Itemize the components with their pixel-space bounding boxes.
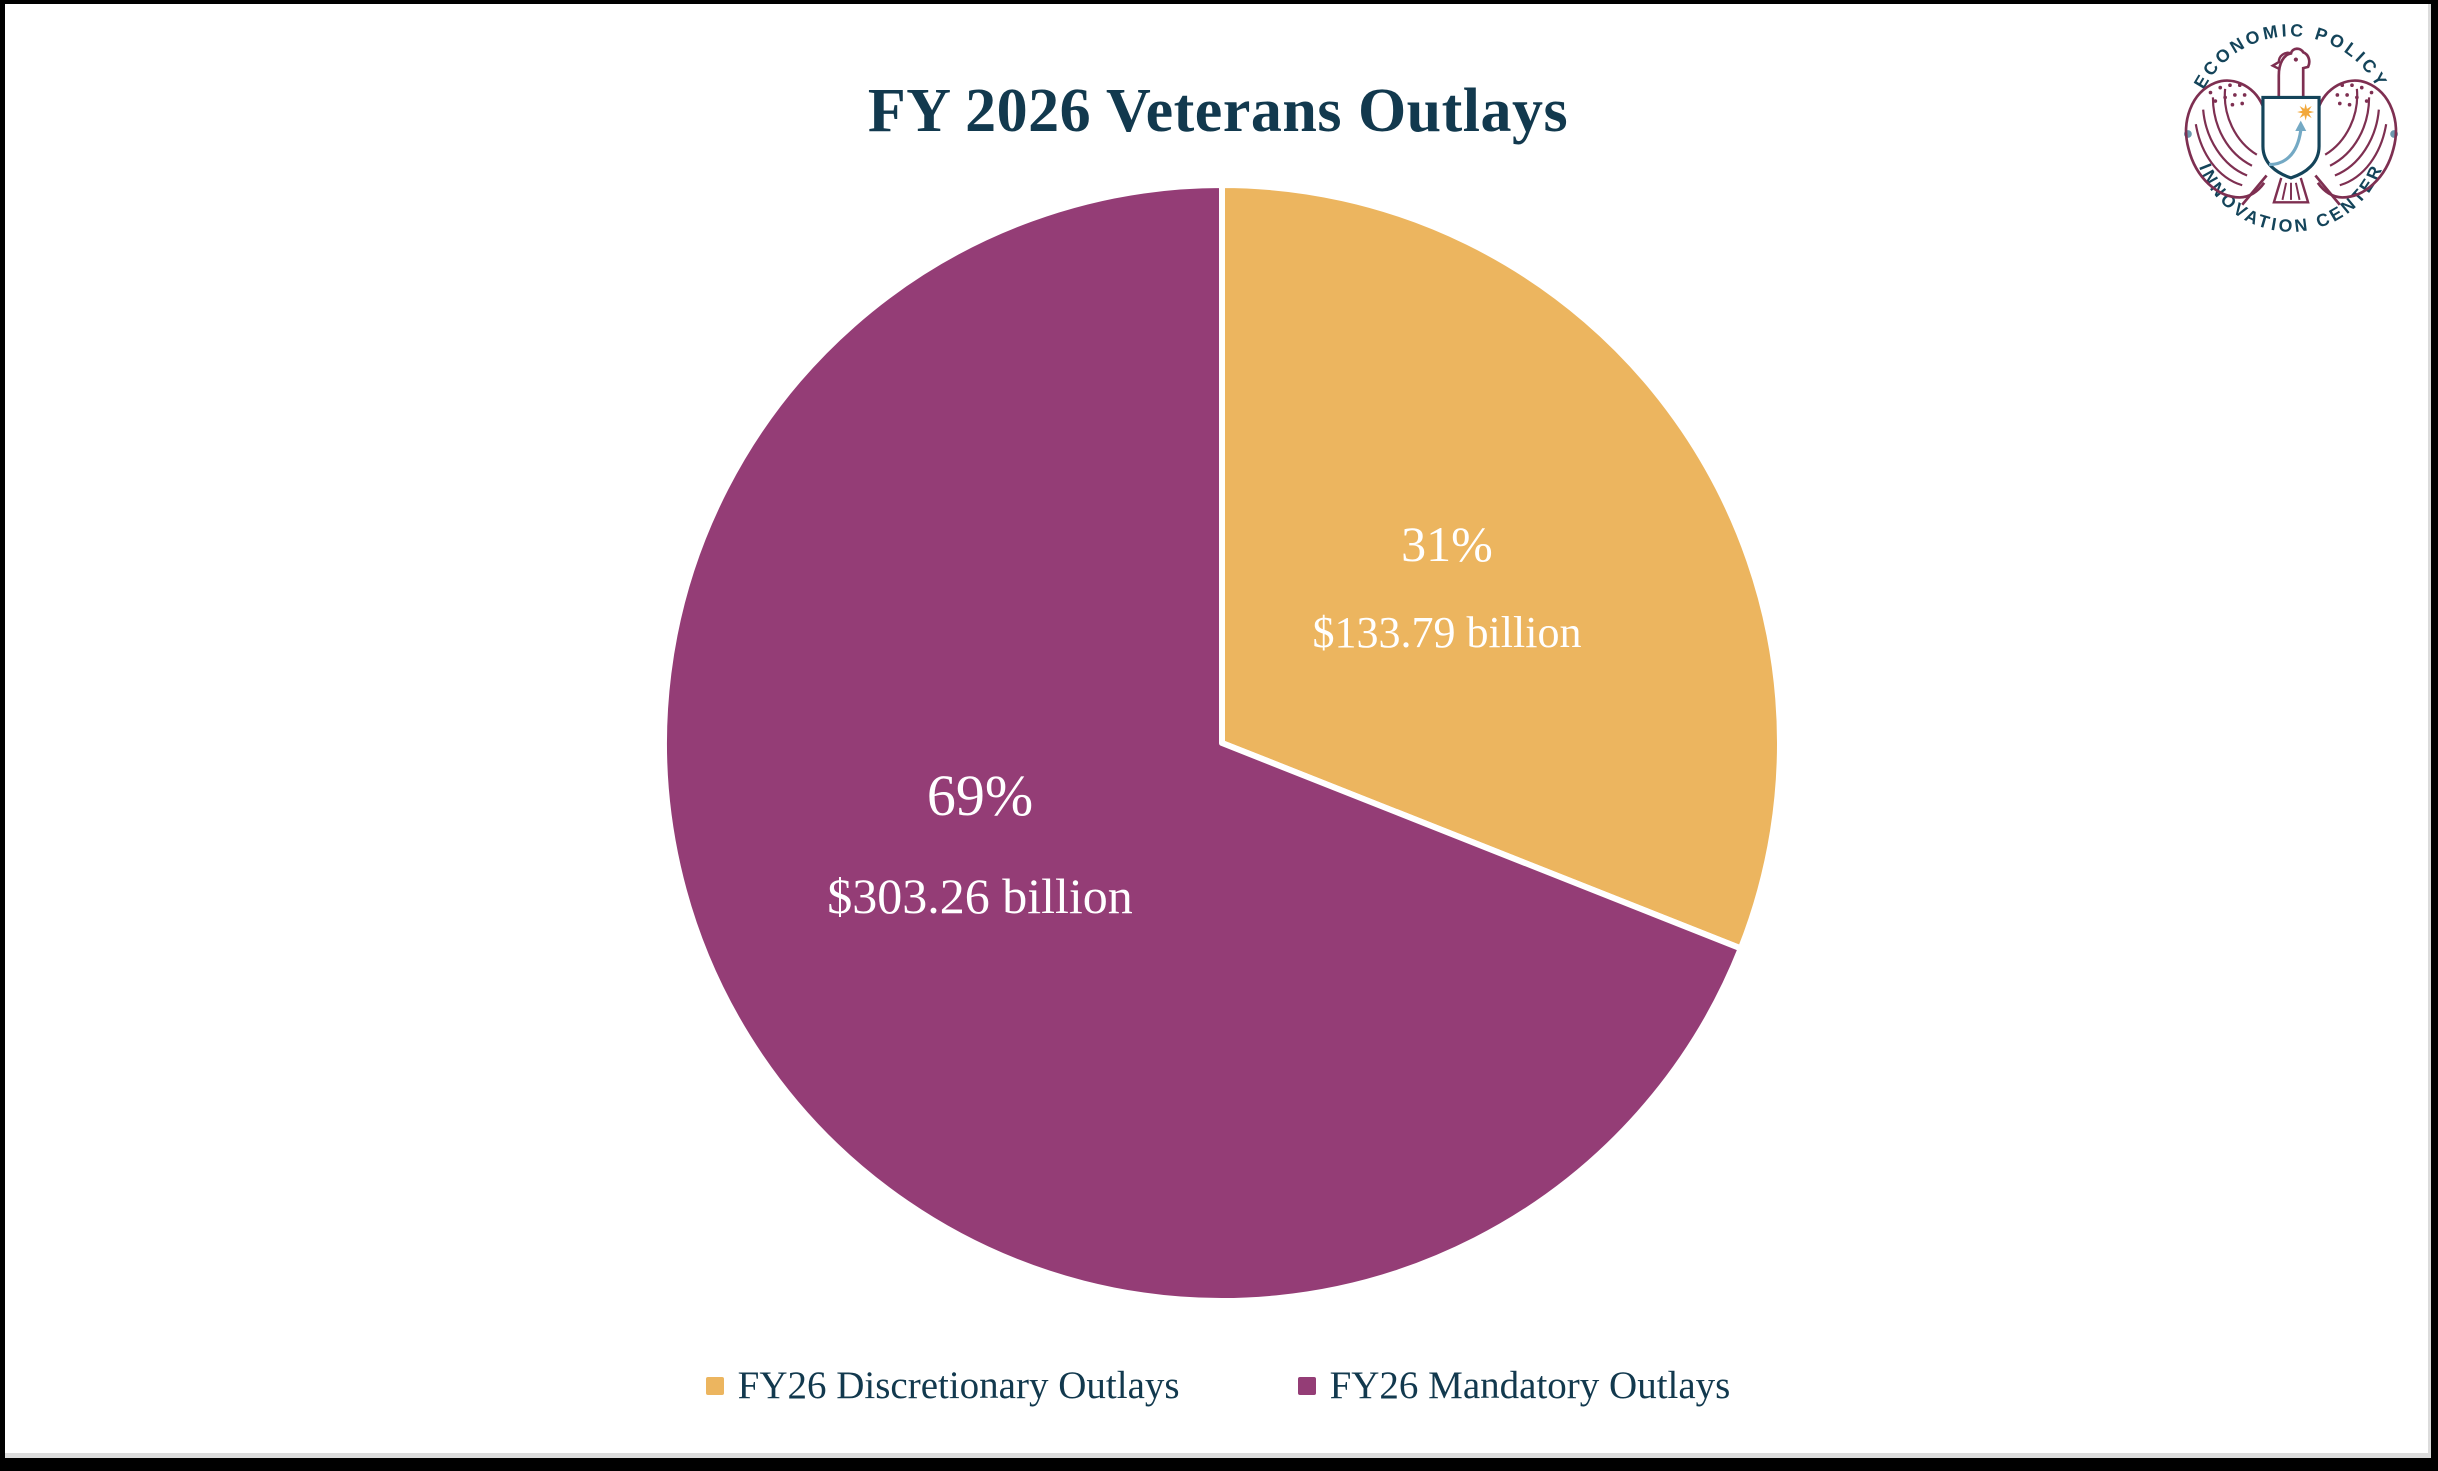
slice-label-mandatory: 69% $303.26 billion <box>827 763 1133 924</box>
legend-item-mandatory[interactable]: FY26 Mandatory Outlays <box>1297 1364 1731 1407</box>
page-title: FY 2026 Veterans Outlays <box>867 76 1569 145</box>
legend-marker-discretionary <box>705 1376 724 1395</box>
arrow-icon <box>2268 130 2303 167</box>
epic-logo-svg: ECONOMIC POLICY INNOVATION CENTER <box>2184 20 2398 236</box>
legend-label-mandatory: FY26 Mandatory Outlays <box>1329 1364 1731 1407</box>
discretionary-percent: 31% <box>1401 516 1493 572</box>
chart-canvas: FY 2026 Veterans Outlays <box>5 4 2431 1458</box>
legend-item-discretionary[interactable]: FY26 Discretionary Outlays <box>705 1364 1180 1407</box>
eagle-icon <box>2184 47 2398 206</box>
pie-slice-discretionary[interactable] <box>1219 182 1783 952</box>
legend: FY26 Discretionary Outlays FY26 Mandator… <box>5 1366 2431 1405</box>
pie-chart <box>661 182 1783 1304</box>
discretionary-value: $133.79 billion <box>1312 608 1582 657</box>
mandatory-value: $303.26 billion <box>827 868 1133 924</box>
legend-label-discretionary: FY26 Discretionary Outlays <box>737 1364 1180 1407</box>
slice-label-discretionary: 31% $133.79 billion <box>1313 519 1582 655</box>
pie-slice-mandatory[interactable] <box>661 182 1744 1304</box>
mandatory-percent: 69% <box>926 763 1034 828</box>
legend-marker-mandatory <box>1297 1376 1316 1395</box>
epic-logo: ECONOMIC POLICY INNOVATION CENTER <box>2169 12 2413 256</box>
star-icon <box>2297 103 2315 121</box>
